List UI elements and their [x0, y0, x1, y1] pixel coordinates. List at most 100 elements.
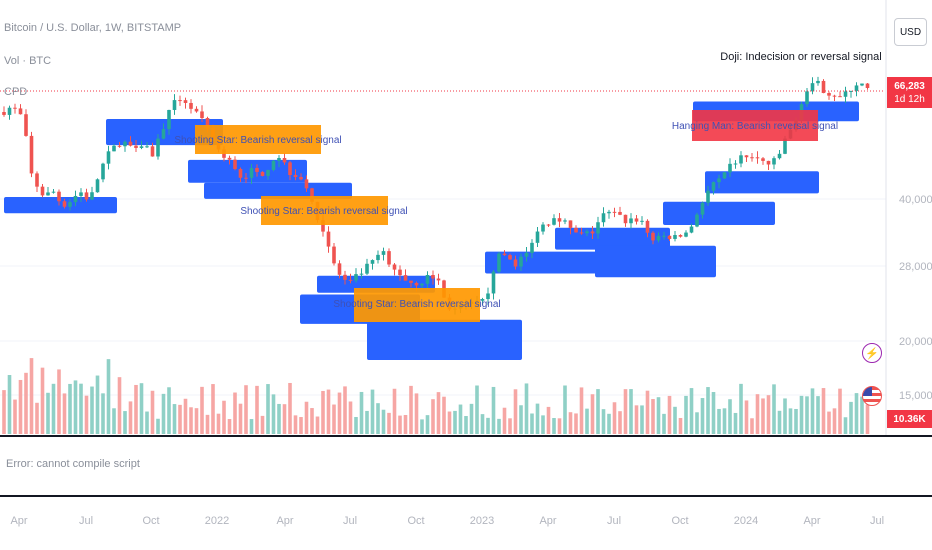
- volume-bar-52: [288, 382, 292, 434]
- volume-bar-141: [777, 410, 782, 434]
- candle-body-55: [304, 179, 309, 189]
- volume-bar-38: [211, 384, 215, 434]
- indicator-legend[interactable]: CPD: [4, 86, 28, 98]
- volume-bar-155: [854, 393, 859, 434]
- volume-bar-16: [90, 386, 94, 434]
- candle-body-30: [167, 109, 171, 130]
- x-tick-label-0: Apr: [10, 515, 27, 527]
- x-tick-label-3: 2022: [205, 515, 229, 527]
- zone-8: [555, 227, 670, 250]
- volume-bar-112: [618, 411, 622, 434]
- candle-body-8: [46, 192, 50, 196]
- volume-bar-70: [387, 412, 391, 434]
- candle-body-77: [425, 274, 430, 284]
- currency-button[interactable]: USD: [894, 18, 927, 46]
- volume-bar-24: [134, 384, 138, 434]
- volume-bar-152: [838, 388, 842, 434]
- candle-body-36: [200, 111, 204, 119]
- volume-bar-142: [783, 398, 787, 434]
- candle-body-136: [750, 157, 754, 159]
- volume-bar-66: [365, 410, 369, 434]
- volume-bar-110: [607, 413, 611, 434]
- candle-body-79: [436, 278, 441, 281]
- volume-bar-39: [216, 413, 221, 434]
- volume-bar-64: [354, 416, 358, 434]
- candle-body-139: [766, 160, 771, 165]
- volume-bar-49: [271, 394, 276, 434]
- candle-body-29: [161, 129, 166, 139]
- candle-body-111: [612, 211, 617, 213]
- volume-legend[interactable]: Vol · BTC: [4, 55, 52, 67]
- lightning-icon[interactable]: ⚡: [862, 343, 882, 363]
- volume-bar-150: [827, 411, 831, 434]
- time-axis[interactable]: Apr Jul Oct 2022 Apr Jul Oct 2023 Apr Jul Oct 2024 A…: [10, 515, 884, 527]
- volume-bar-96: [530, 413, 534, 434]
- candle-body-3: [18, 108, 23, 115]
- price-axis[interactable]: 40,000 28,000 20,000 15,000: [885, 0, 932, 436]
- candle-body-126: [695, 214, 699, 227]
- candle-body-128: [706, 190, 710, 203]
- candle-body-68: [376, 254, 380, 261]
- candle-body-116: [640, 220, 644, 222]
- candle-body-56: [310, 188, 314, 202]
- volume-bar-72: [398, 415, 402, 434]
- candle-body-109: [601, 213, 606, 223]
- annotation-box-2: [261, 196, 388, 225]
- candle-body-135: [744, 155, 749, 158]
- candle-body-156: [860, 83, 864, 86]
- candle-body-106: [585, 231, 589, 234]
- candle-body-151: [832, 95, 837, 97]
- volume-bar-9: [51, 383, 56, 434]
- volume-bar-19: [106, 359, 111, 434]
- candle-body-107: [590, 231, 595, 234]
- candle-body-91: [502, 253, 507, 256]
- candle-body-120: [662, 235, 666, 237]
- volume-bar-117: [645, 390, 650, 434]
- candle-body-154: [849, 90, 853, 92]
- candle-body-4: [24, 114, 28, 136]
- volume-bar-53: [293, 415, 298, 434]
- volume-bar-44: [244, 385, 248, 434]
- volume-bar-118: [651, 399, 655, 434]
- volume-bar-51: [282, 404, 287, 434]
- volume-value-badge: 10.36K: [887, 410, 932, 428]
- candle-body-24: [134, 145, 138, 148]
- candle-body-44: [244, 177, 248, 179]
- volume-bar-21: [117, 377, 122, 434]
- volume-bar-148: [816, 396, 820, 434]
- volume-bar-81: [447, 411, 452, 434]
- volume-bar-100: [552, 418, 556, 434]
- current-price-badge: 66,283 1d 12h: [887, 77, 932, 108]
- volume-bar-3: [18, 379, 23, 434]
- volume-bar-85: [469, 403, 474, 434]
- x-tick-label-13: Jul: [870, 515, 884, 527]
- candle-body-66: [365, 263, 369, 274]
- volume-bar-144: [794, 408, 798, 434]
- candle-body-33: [183, 100, 188, 103]
- volume-bar-134: [739, 383, 743, 434]
- candle-body-149: [821, 80, 826, 94]
- volume-bar-63: [348, 401, 353, 434]
- volume-bar-59: [326, 389, 331, 434]
- symbol-legend[interactable]: Bitcoin / U.S. Dollar, 1W, BITSTAMP: [4, 22, 182, 34]
- volume-bar-4: [24, 372, 28, 434]
- volume-bar-97: [535, 403, 540, 434]
- volume-bar-65: [359, 391, 364, 434]
- volume-bar-131: [722, 408, 727, 434]
- candle-body-51: [282, 157, 287, 163]
- volume-bar-79: [436, 392, 441, 434]
- volume-bar-35: [194, 408, 199, 434]
- candle-body-50: [277, 157, 281, 161]
- zone-11: [705, 171, 819, 194]
- candle-body-94: [519, 256, 523, 267]
- candle-body-11: [62, 201, 67, 207]
- candle-body-72: [398, 269, 402, 276]
- candle-body-59: [326, 231, 331, 247]
- volume-bar-119: [656, 397, 661, 434]
- candle-body-45: [249, 168, 254, 178]
- us-flag-icon[interactable]: [862, 386, 882, 406]
- volume-bar-84: [464, 416, 468, 434]
- volume-bar-132: [728, 399, 732, 434]
- volume-bar-138: [761, 398, 765, 434]
